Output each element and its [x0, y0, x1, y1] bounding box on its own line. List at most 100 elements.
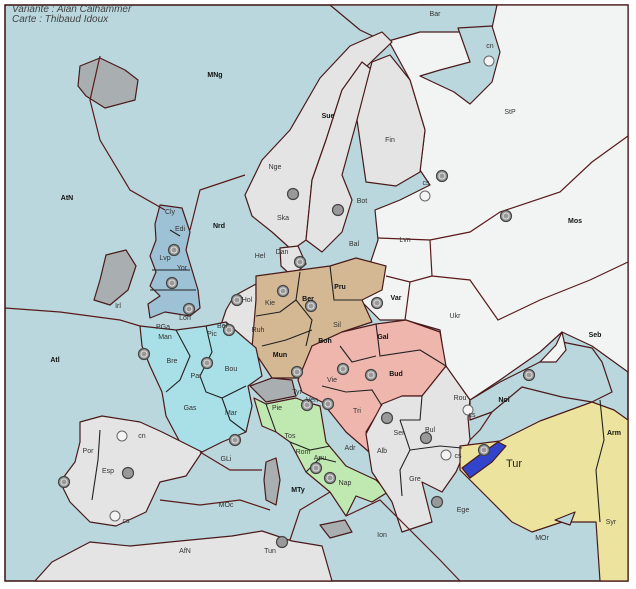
iceland[interactable]	[77, 57, 139, 109]
crimea[interactable]	[539, 331, 567, 363]
supply-center-ring	[502, 212, 510, 220]
province-label-bul: Bul	[425, 427, 436, 434]
corsica-sardinia[interactable]	[263, 457, 281, 506]
province-border	[289, 491, 331, 541]
supply-center-icon	[286, 187, 300, 201]
coast-marker-icon	[440, 449, 452, 461]
bosphorus-strait[interactable]	[461, 441, 507, 479]
province-label-tur: Tur	[506, 458, 522, 470]
supply-center-icon	[477, 443, 491, 457]
province-border	[169, 229, 181, 237]
province-label-nge: Nge	[269, 164, 282, 171]
supply-center-icon	[137, 347, 151, 361]
supply-center-icon	[57, 475, 71, 489]
province-label-fin: Fin	[385, 137, 395, 144]
province-label-pie: Pie	[272, 405, 282, 412]
province-label-sil: Sil	[333, 322, 341, 329]
france[interactable]	[139, 321, 263, 453]
supply-center-icon	[309, 461, 323, 475]
province-label-noi: Noi	[498, 397, 509, 404]
province-border	[159, 499, 271, 511]
province-label-mor: MOr	[535, 535, 549, 542]
province-border	[89, 55, 166, 211]
supply-center-ring	[225, 326, 233, 334]
supply-center-ring	[203, 359, 211, 367]
province-label-tun: Tun	[264, 548, 276, 555]
supply-center-icon	[230, 293, 244, 307]
barents-sea[interactable]	[329, 4, 498, 43]
supply-center-ring	[296, 258, 304, 266]
province-label-seb: Seb	[589, 332, 602, 339]
finland[interactable]	[356, 54, 426, 187]
supply-center-icon	[167, 243, 181, 257]
province-label-arm: Arm	[607, 430, 621, 437]
province-label-hol: Hol	[242, 297, 253, 304]
province-label-mun: Mun	[273, 352, 287, 359]
province-label-por: Por	[83, 448, 95, 455]
supply-center-ring	[185, 305, 193, 313]
province-border	[321, 385, 383, 407]
province-label-pic: Pic	[207, 331, 217, 338]
supply-center-icon	[293, 255, 307, 269]
province-label-mty: MTy	[291, 487, 305, 494]
province-label-alb: Alb	[377, 448, 387, 455]
province-border	[429, 135, 629, 241]
supply-center-icon	[200, 356, 214, 370]
province-label-edi: Edi	[175, 226, 186, 233]
supply-center-icon	[419, 431, 433, 445]
sicily[interactable]	[319, 519, 353, 539]
supply-center-ring	[312, 464, 320, 472]
province-label-ege: Ege	[457, 507, 470, 514]
supply-center-ring	[279, 287, 287, 295]
province-border	[91, 429, 101, 501]
supply-center-icon	[304, 299, 318, 313]
province-label-gal: Gal	[377, 334, 388, 341]
supply-center-ring	[60, 478, 68, 486]
province-label-yor: Yor	[177, 265, 188, 272]
map-credit: Carte : Thibaud Idoux	[12, 14, 109, 25]
province-label-tri: Tri	[353, 408, 361, 415]
province-label-lvp: Lvp	[159, 255, 170, 262]
province-label-hel: Hel	[255, 253, 266, 260]
cyprus[interactable]	[554, 511, 576, 526]
supply-center-ring	[293, 368, 301, 376]
province-label-ion: Ion	[377, 532, 387, 539]
province-label-rom: Rom	[296, 449, 311, 456]
supply-center-icon	[228, 433, 242, 447]
supply-center-icon	[300, 398, 314, 412]
province-label-gre: Gre	[409, 476, 421, 483]
north-africa[interactable]	[34, 530, 333, 582]
province-label-par: Par	[191, 373, 203, 380]
supply-center-ring	[170, 246, 178, 254]
white-sea[interactable]	[419, 25, 501, 105]
supply-center-icon	[430, 495, 444, 509]
supply-center-icon	[276, 284, 290, 298]
province-label-boh: Boh	[318, 338, 332, 345]
province-label-var: Var	[391, 295, 402, 302]
province-label-bot: Bot	[357, 198, 368, 205]
province-label-mng: MNg	[207, 72, 222, 79]
supply-center-ring	[438, 172, 446, 180]
province-label-ven: Ven	[306, 397, 318, 404]
province-label-gli: GLi	[221, 456, 232, 463]
province-label-syr: Syr	[606, 519, 617, 526]
coast-marker-icon	[462, 404, 474, 416]
province-label-bud: Bud	[389, 371, 403, 378]
province-label-lon: Lon	[179, 315, 191, 322]
province-label-apu: Apu	[314, 455, 327, 462]
province-label-cn: cn	[486, 43, 494, 50]
province-label-rou: Rou	[454, 395, 467, 402]
province-label-bar: Bar	[430, 11, 442, 18]
province-border	[329, 265, 362, 301]
supply-center-icon	[380, 411, 394, 425]
supply-center-icon	[435, 169, 449, 183]
supply-center-icon	[290, 365, 304, 379]
province-label-kie: Kie	[265, 300, 275, 307]
supply-center-ring	[339, 365, 347, 373]
province-border	[375, 323, 447, 367]
switzerland[interactable]	[249, 377, 297, 403]
province-label-afn: AfN	[179, 548, 191, 555]
ireland[interactable]	[93, 249, 137, 306]
province-label-vie: Vie	[327, 377, 337, 384]
